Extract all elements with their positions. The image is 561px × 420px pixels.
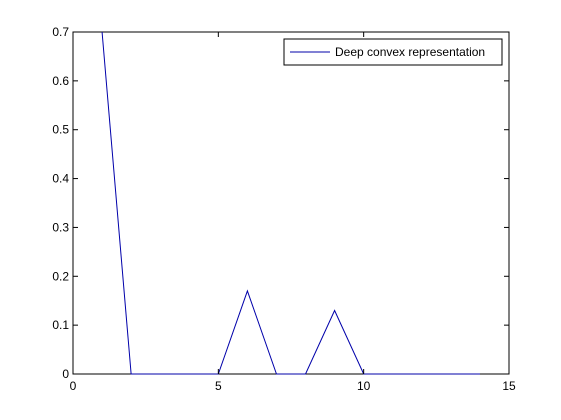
y-tick-label: 0.2 [52,269,69,283]
x-tick-label: 5 [215,379,222,393]
y-tick-label: 0.3 [52,220,69,234]
plot-area [72,31,510,375]
y-tick-label: 0.7 [52,25,69,39]
x-tick-label: 0 [70,379,77,393]
series-layer [101,31,480,375]
legend: Deep convex representation [283,38,503,66]
y-tick-label: 0.1 [52,318,69,332]
y-tick-label: 0.6 [52,74,69,88]
x-tick-label: 10 [357,379,371,393]
legend-box [283,38,503,66]
ticks-layer: 0 5 10 15 0 0.1 0.2 0.3 0.4 0.5 0.6 0.7 [52,25,516,393]
x-tick-label: 15 [502,379,516,393]
y-tick-label: 0.5 [52,123,69,137]
y-tick-label: 0 [62,367,69,381]
legend-label: Deep convex representation [335,45,485,59]
y-tick-label: 0.4 [52,172,69,186]
series-line [101,31,480,375]
